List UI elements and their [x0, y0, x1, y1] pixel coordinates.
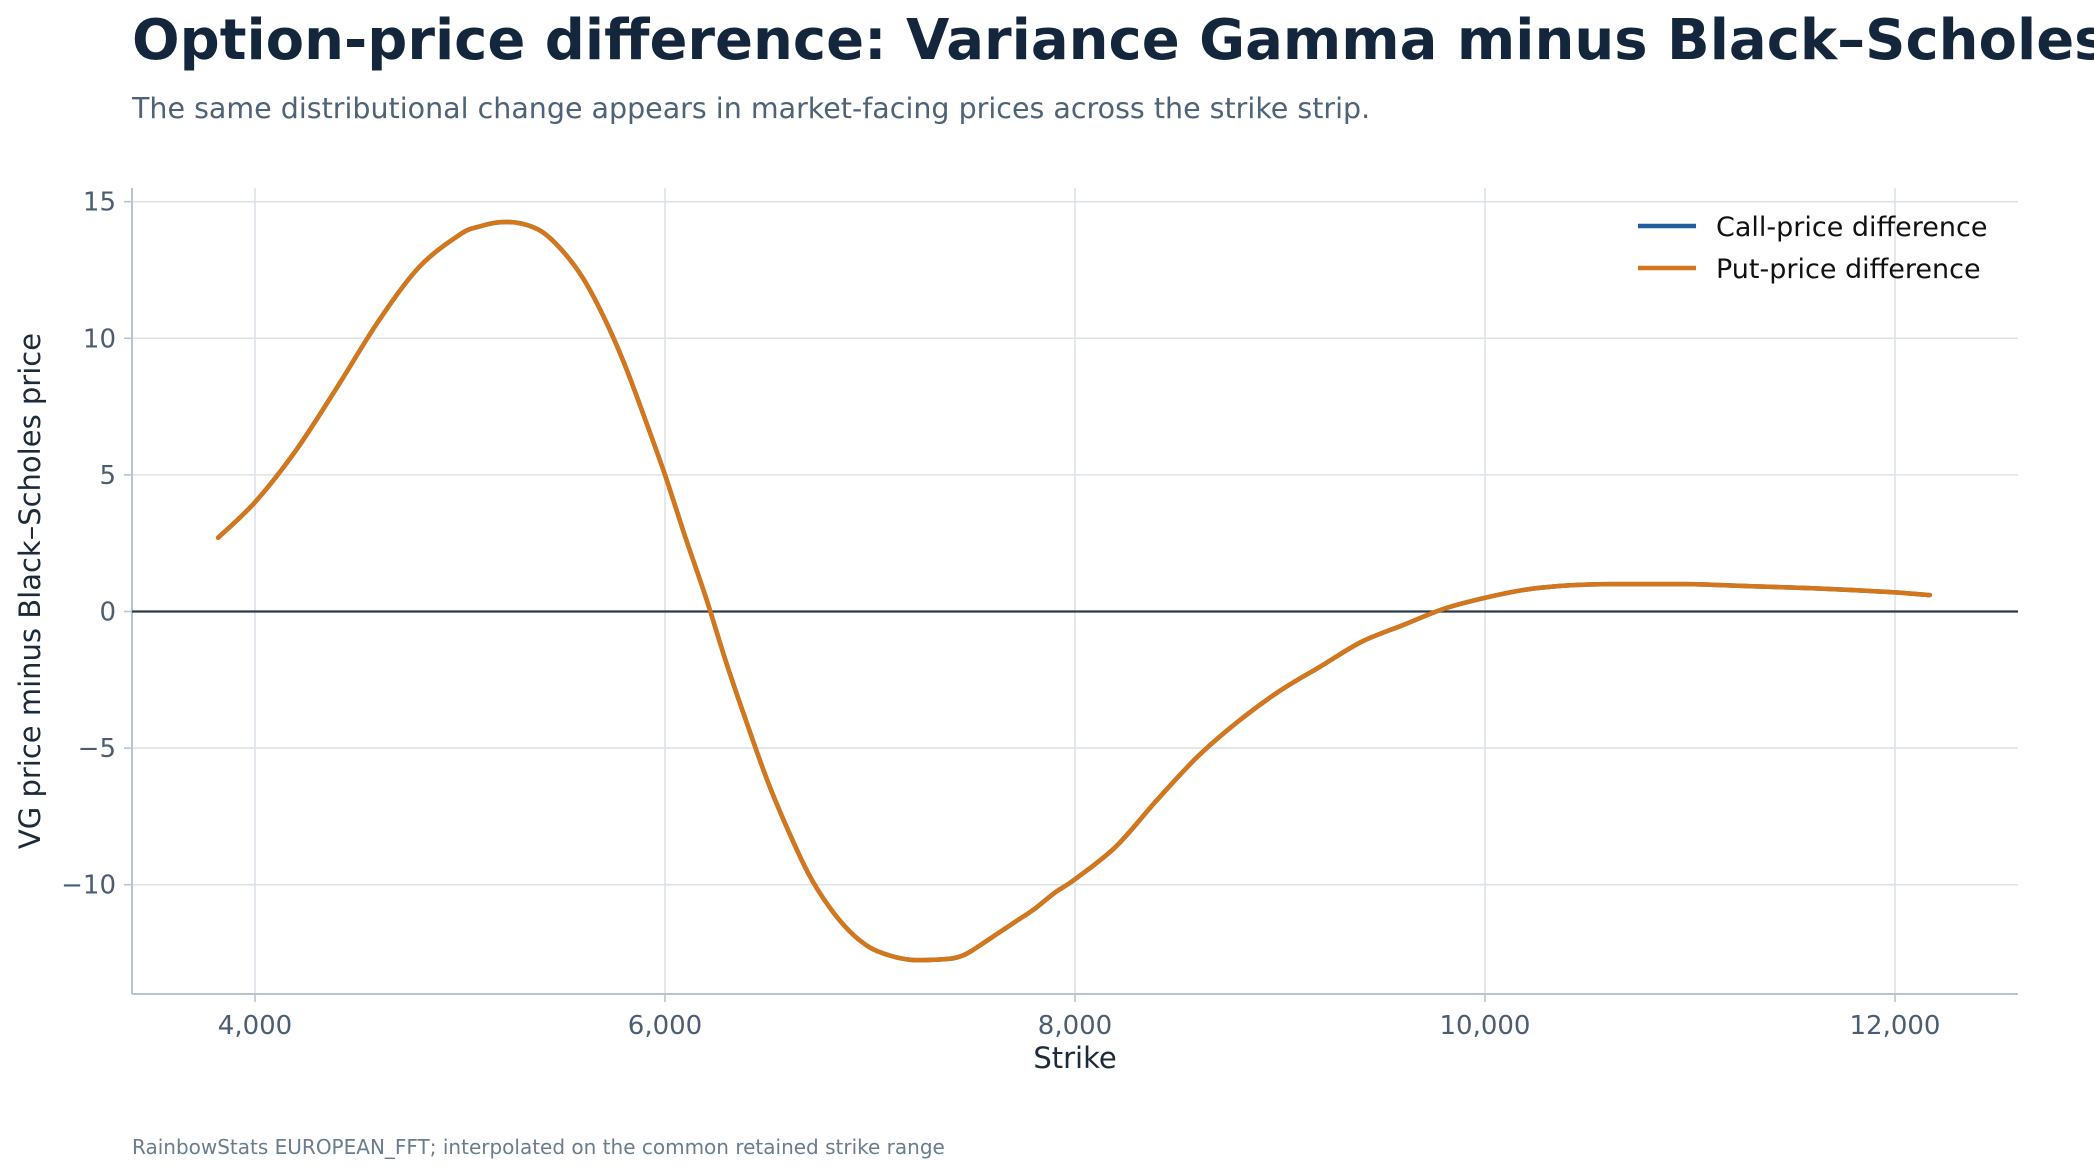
y-tick-label: −10: [61, 871, 116, 901]
series-lines: [215, 219, 1933, 963]
legend-item-call: Call-price difference: [1638, 212, 1987, 243]
grid: [132, 188, 2018, 994]
x-tick-label: 8,000: [1038, 1011, 1112, 1041]
legend-item-put: Put-price difference: [1638, 254, 1981, 285]
call-price-difference-line: [215, 219, 1933, 963]
put-price-difference-line: [215, 219, 1933, 963]
legend-label: Call-price difference: [1716, 212, 1987, 243]
axis-ticks: 4,000 6,000 8,000 10,000 12,000 −10 −5 0 5 10 15: [61, 188, 1940, 1041]
y-tick-label: −5: [78, 734, 116, 764]
x-tick-label: 4,000: [218, 1011, 292, 1041]
y-tick-label: 10: [83, 324, 116, 354]
chart-subtitle: The same distributional change appears i…: [132, 92, 1371, 125]
x-tick-label: 12,000: [1850, 1011, 1941, 1041]
legend: Call-price difference Put-price differenc…: [1638, 212, 1987, 285]
source-note: RainbowStats EUROPEAN_FFT; interpolated …: [132, 1135, 945, 1159]
y-axis-label: VG price minus Black–Scholes price: [13, 333, 47, 849]
y-tick-label: 5: [99, 461, 116, 491]
x-tick-label: 10,000: [1440, 1011, 1531, 1041]
chart-title: Option-price difference: Variance Gamma …: [132, 8, 2094, 73]
x-tick-label: 6,000: [628, 1011, 702, 1041]
legend-label: Put-price difference: [1716, 254, 1981, 285]
x-axis-label: Strike: [1033, 1041, 1116, 1075]
y-tick-label: 0: [99, 597, 116, 627]
y-tick-label: 15: [83, 188, 116, 218]
